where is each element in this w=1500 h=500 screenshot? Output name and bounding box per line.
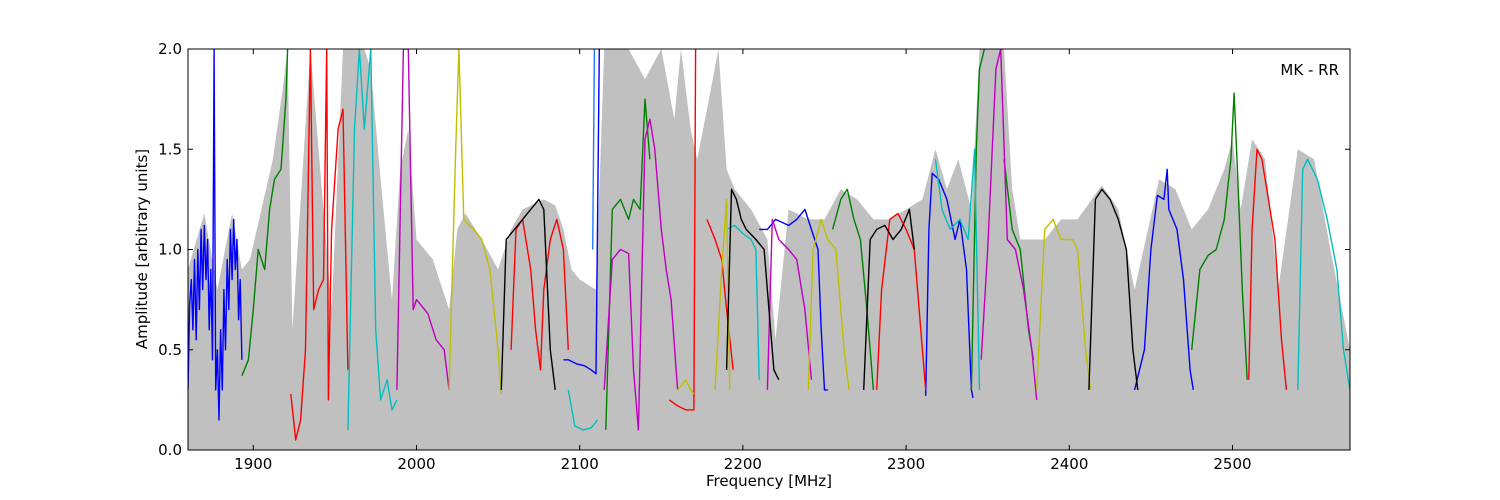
amplitude-envelope-band [188, 49, 1350, 450]
x-tick-label: 2200 [724, 455, 762, 473]
series-layer [188, 49, 1350, 441]
y-tick-label: 1.0 [158, 241, 182, 259]
series-line-2-4 [876, 212, 927, 390]
series-line-6-3 [1088, 188, 1139, 390]
series-line-3-1 [567, 389, 599, 431]
series-line-1-5 [1191, 92, 1248, 380]
series-line-5-3 [807, 218, 850, 390]
series-line-3-0 [347, 49, 398, 430]
x-tick-label: 2000 [397, 455, 435, 473]
series-line-6-0 [500, 198, 556, 390]
series-line-1-0 [241, 49, 289, 377]
series-line-7-0 [592, 49, 596, 250]
series-line-2-0 [290, 49, 349, 441]
series-line-5-4 [1036, 218, 1092, 390]
series-line-3-4 [1297, 158, 1350, 391]
series-line-2-2 [668, 49, 697, 411]
series-line-1-3 [970, 49, 986, 390]
series-line-0-1 [563, 49, 600, 375]
x-tick-label: 1900 [234, 455, 272, 473]
series-line-0-4 [1133, 168, 1194, 391]
series-line-4-1 [603, 118, 679, 431]
tick-layer: 1900 2000 2100 2200 2300 2400 2500 0.0 0.5 1.0 1.5… [158, 40, 1350, 473]
series-line-4-0 [396, 49, 450, 390]
series-line-5-0 [448, 49, 502, 394]
x-tick-label: 2500 [1213, 455, 1251, 473]
series-line-6-2 [863, 208, 915, 390]
y-tick-label: 0.5 [158, 341, 182, 359]
y-tick-label: 0.0 [158, 441, 182, 459]
x-tick-label: 2300 [887, 455, 925, 473]
y-tick-label: 1.5 [158, 140, 182, 158]
chart-annotation: MK - RR [1280, 61, 1339, 79]
y-tick-label: 2.0 [158, 40, 182, 58]
plot-area [188, 49, 1350, 450]
series-line-0-0 [188, 49, 243, 421]
series-line-1-1 [605, 98, 651, 430]
y-axis-label: Amplitude [arbitrary units] [133, 149, 151, 349]
series-line-0-3 [925, 172, 974, 399]
series-line-6-1 [725, 188, 780, 381]
x-tick-label: 2400 [1050, 455, 1088, 473]
x-tick-label: 2100 [561, 455, 599, 473]
series-line-4-2 [766, 218, 813, 390]
series-line-3-2 [726, 224, 760, 380]
series-line-3-3 [934, 148, 981, 390]
series-line-4-3 [980, 49, 1038, 400]
series-line-5-1 [677, 379, 695, 395]
x-axis-label: Frequency [MHz] [706, 472, 832, 490]
series-line-2-5 [1248, 148, 1288, 390]
